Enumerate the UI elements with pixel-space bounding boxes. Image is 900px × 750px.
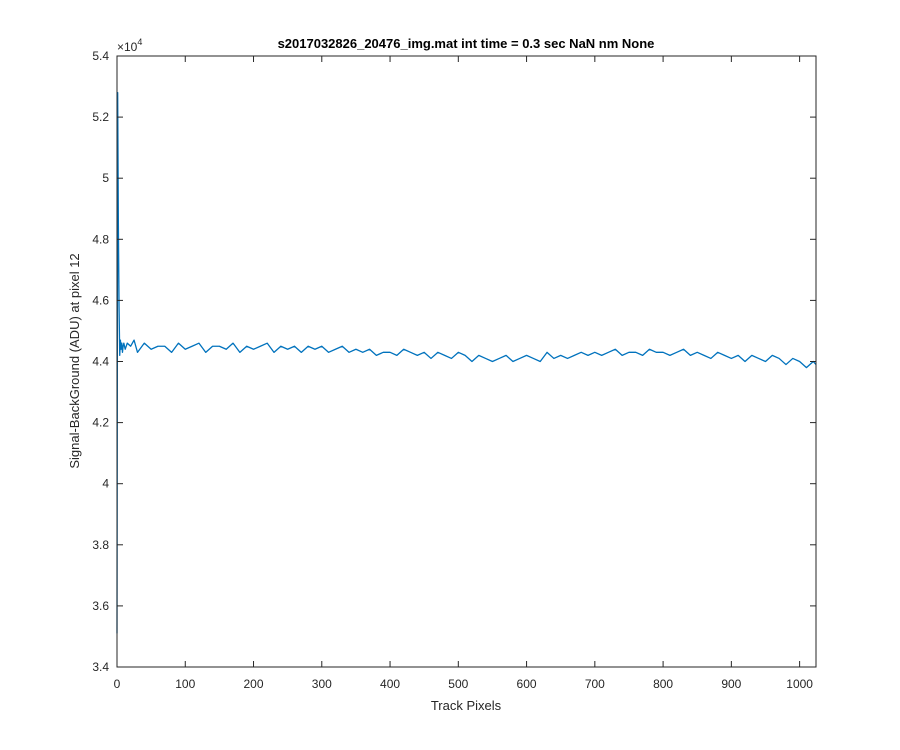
x-tick-label: 100 <box>175 677 195 691</box>
y-tick-label: 5 <box>102 171 109 185</box>
plot-area <box>117 56 816 667</box>
x-tick-label: 800 <box>653 677 673 691</box>
y-axis: 3.4 3.6 3.8 4 4.2 4.4 4.6 4.8 5 5.2 5.4 <box>92 49 816 674</box>
x-axis: 0 100 200 300 400 500 600 700 800 900 1000 <box>114 56 813 691</box>
x-tick-label: 700 <box>585 677 605 691</box>
x-tick-label: 500 <box>448 677 468 691</box>
y-tick-label: 4.2 <box>92 416 109 430</box>
y-axis-exponent-power: 4 <box>137 37 142 47</box>
y-tick-label: 4.8 <box>92 232 109 246</box>
x-tick-label: 200 <box>244 677 264 691</box>
x-tick-label: 1000 <box>786 677 813 691</box>
x-tick-label: 0 <box>114 677 121 691</box>
y-axis-exponent: ×104 <box>117 37 142 54</box>
y-tick-label: 5.2 <box>92 110 109 124</box>
y-tick-label: 5.4 <box>92 49 109 63</box>
y-tick-label: 4 <box>102 477 109 491</box>
chart-title: s2017032826_20476_img.mat int time = 0.3… <box>278 36 655 51</box>
y-axis-label: Signal-BackGround (ADU) at pixel 12 <box>67 253 82 468</box>
series-layer <box>116 92 817 634</box>
x-tick-label: 600 <box>517 677 537 691</box>
y-tick-label: 3.8 <box>92 538 109 552</box>
y-tick-label: 4.4 <box>92 355 109 369</box>
x-tick-label: 900 <box>721 677 741 691</box>
x-tick-label: 400 <box>380 677 400 691</box>
x-axis-label: Track Pixels <box>431 698 502 713</box>
series-line <box>116 92 817 634</box>
y-tick-label: 3.4 <box>92 660 109 674</box>
y-tick-label: 3.6 <box>92 599 109 613</box>
y-tick-label: 4.6 <box>92 293 109 307</box>
x-tick-label: 300 <box>312 677 332 691</box>
y-axis-exponent-base: ×10 <box>117 40 138 54</box>
